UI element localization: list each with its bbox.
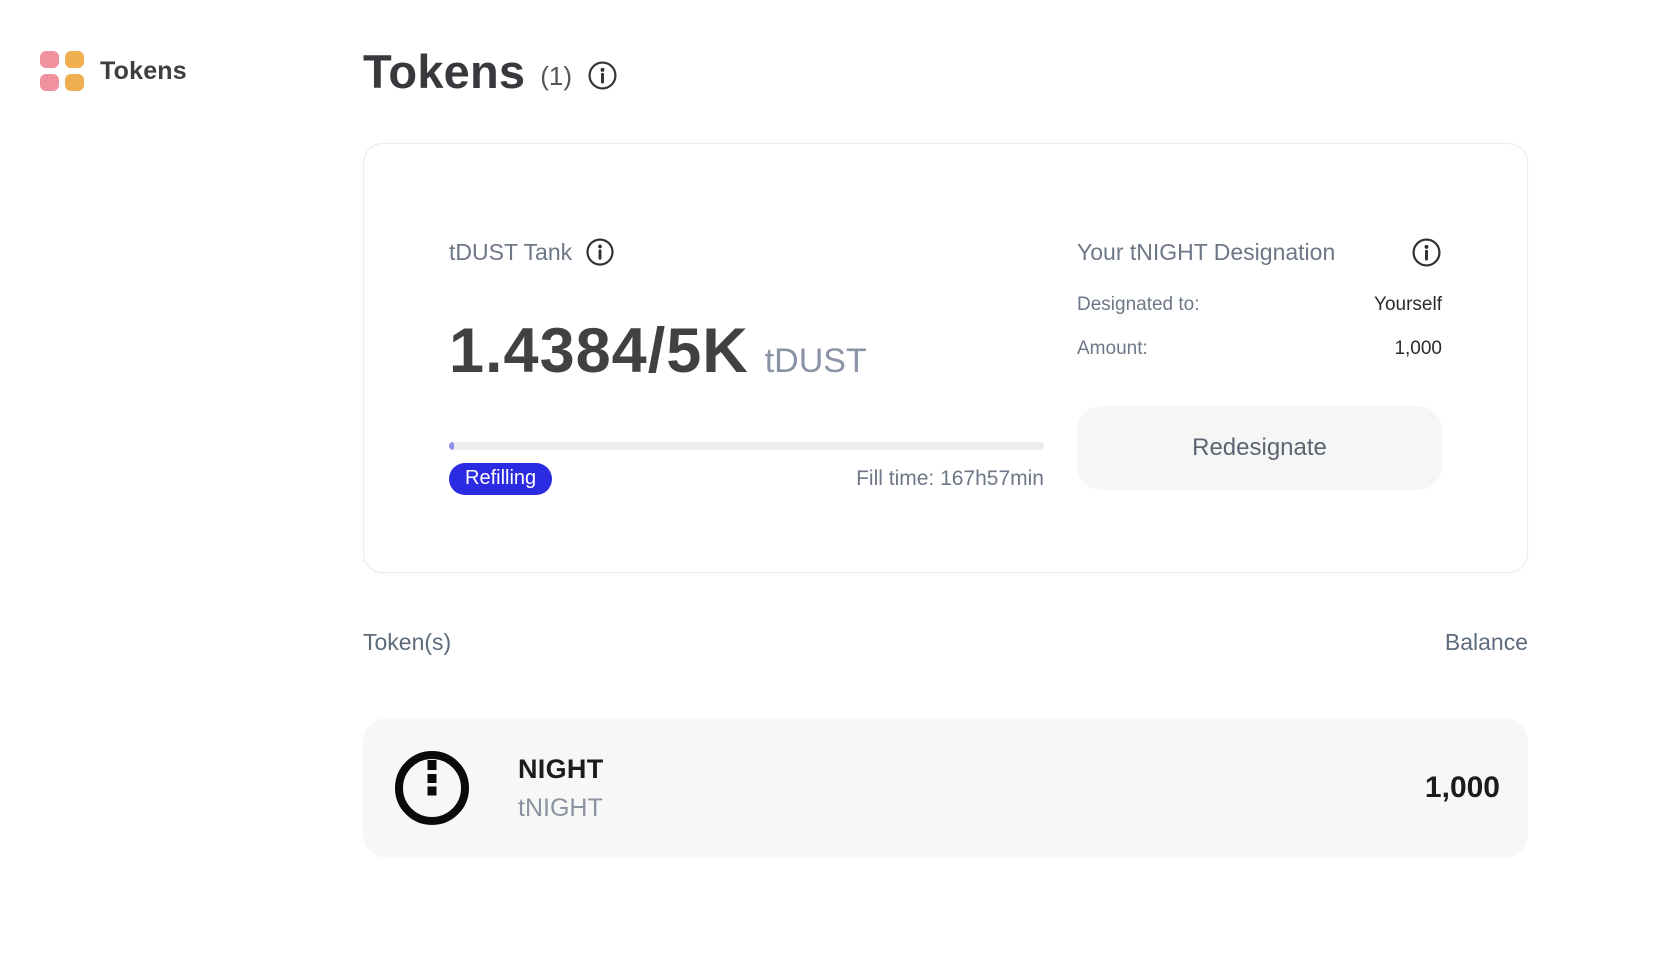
tdust-tank-card: tDUST Tank 1.4384/5K tDUST Refilling <box>363 143 1528 573</box>
token-name: NIGHT <box>518 753 604 784</box>
token-list-header: Token(s) Balance <box>363 629 1528 656</box>
tank-progress-bar <box>449 442 1044 450</box>
tokens-grid-icon <box>40 51 84 91</box>
info-icon[interactable] <box>1411 237 1442 268</box>
token-row[interactable]: NIGHT tNIGHT 1,000 <box>363 718 1528 858</box>
tank-progress-fill <box>449 442 454 450</box>
amount-value: 1,000 <box>1394 338 1442 359</box>
tank-section: tDUST Tank 1.4384/5K tDUST Refilling <box>449 237 1044 572</box>
amount-row: Amount: 1,000 <box>1077 338 1442 360</box>
balance-column-header: Balance <box>1444 629 1528 655</box>
info-icon[interactable] <box>587 60 618 91</box>
tank-amount: 1.4384/5K <box>449 316 749 386</box>
tank-unit: tDUST <box>764 342 867 380</box>
fill-time-text: Fill time: 167h57min <box>856 467 1044 490</box>
sidebar-app-label: Tokens <box>100 56 187 85</box>
designated-to-row: Designated to: Yourself <box>1077 294 1442 316</box>
tank-title: tDUST Tank <box>449 238 573 265</box>
info-icon[interactable] <box>585 237 615 267</box>
sidebar-brand: Tokens <box>40 51 187 91</box>
tokens-column-header: Token(s) <box>363 629 452 655</box>
designation-title: Your tNIGHT Designation <box>1077 239 1336 265</box>
designation-section: Your tNIGHT Designation Designated to: Y… <box>1077 237 1442 572</box>
redesignate-button[interactable]: Redesignate <box>1077 406 1442 490</box>
page-header: Tokens (1) <box>363 42 1528 100</box>
amount-label: Amount: <box>1077 338 1148 359</box>
main-content: Tokens (1) tDUST Tank <box>363 0 1528 858</box>
designated-to-label: Designated to: <box>1077 294 1200 315</box>
token-count: (1) <box>540 60 573 91</box>
page-title: Tokens <box>363 44 526 98</box>
token-balance: 1,000 <box>1424 771 1500 804</box>
designated-to-value: Yourself <box>1374 294 1442 315</box>
token-symbol: tNIGHT <box>518 793 603 822</box>
status-badge: Refilling <box>449 463 553 495</box>
night-token-icon <box>393 749 471 827</box>
